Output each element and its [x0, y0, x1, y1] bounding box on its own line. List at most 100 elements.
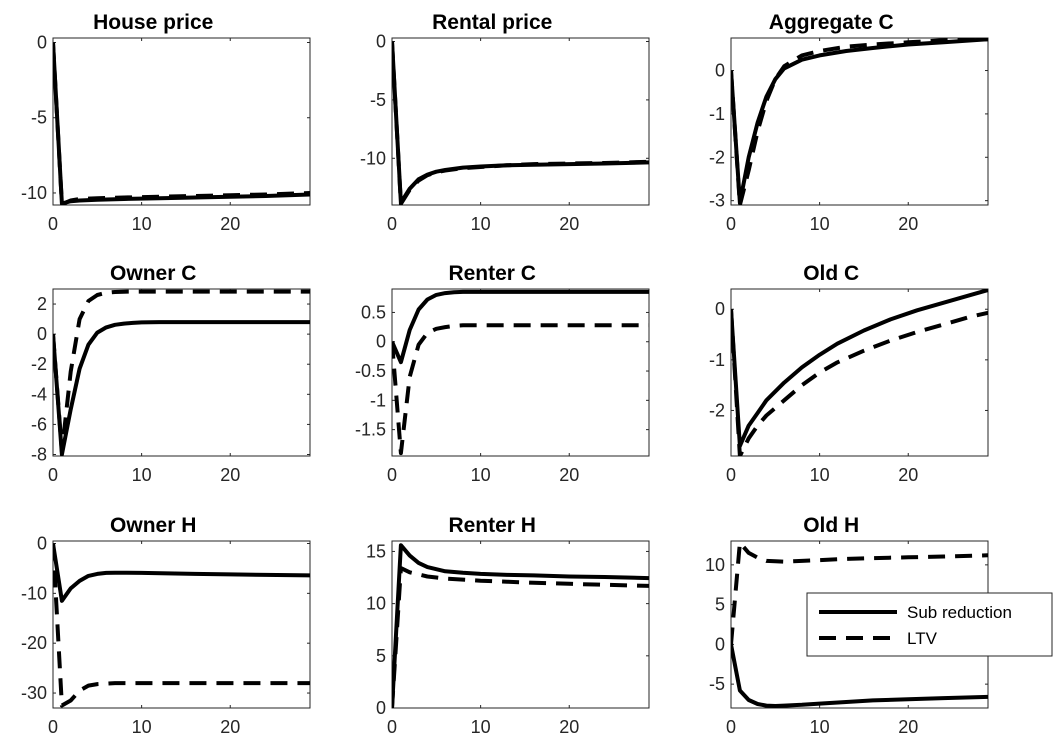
y-tick-label: 0: [376, 332, 386, 352]
y-tick-label: -2: [709, 147, 725, 167]
y-tick-label: 2: [37, 294, 47, 314]
y-tick-label: -30: [21, 683, 47, 703]
panel-title: House price: [93, 11, 213, 34]
panel-old-c: Old C 0 10 20 0 -1 -2: [709, 262, 989, 485]
y-tick-label: -3: [709, 191, 725, 211]
x-tick-label: 0: [48, 465, 58, 485]
y-tick-label: 10: [705, 555, 725, 575]
legend-label-sub-reduction: Sub reduction: [907, 603, 1012, 622]
series-line-sub-reduction: [731, 289, 988, 448]
y-tick-label: 0: [715, 61, 725, 81]
legend-box: [806, 592, 1053, 657]
series-line-ltv: [53, 42, 310, 205]
x-tick-label: 10: [810, 465, 830, 485]
x-tick-label: 20: [220, 717, 240, 737]
series-line-sub-reduction: [392, 289, 649, 365]
y-tick-label: -8: [31, 444, 47, 464]
y-tick-label: 0: [37, 533, 47, 553]
y-tick-label: 15: [366, 541, 386, 561]
y-tick-label: -4: [31, 384, 47, 404]
series-line-ltv: [392, 323, 649, 456]
panel-aggregate-c: Aggregate C 0 10 20 0 -1 -2 -3: [709, 11, 989, 234]
x-tick-label: 10: [471, 465, 491, 485]
x-tick-label: 20: [220, 465, 240, 485]
panel-renter-h: Renter H 0 10 20 15 10 5 0: [366, 514, 650, 737]
x-tick-label: 20: [898, 465, 918, 485]
legend: Sub reduction LTV: [806, 592, 1053, 657]
x-tick-label: 10: [132, 465, 152, 485]
y-tick-label: -10: [21, 583, 47, 603]
series-line-sub-reduction: [731, 38, 988, 205]
y-tick-label: -20: [21, 633, 47, 653]
series-line-ltv: [392, 566, 649, 708]
y-tick-label: 5: [376, 646, 386, 666]
y-tick-label: 0: [715, 634, 725, 654]
y-tick-label: -1: [709, 350, 725, 370]
axes-frame: [52, 288, 311, 457]
y-tick-label: -2: [31, 354, 47, 374]
x-tick-label: 20: [559, 214, 579, 234]
x-tick-label: 10: [132, 214, 152, 234]
axes-frame: [52, 540, 311, 709]
axes-frame: [391, 37, 650, 206]
x-tick-label: 10: [471, 214, 491, 234]
x-tick-label: 20: [898, 717, 918, 737]
panel-title: Rental price: [432, 11, 552, 34]
panel-title: Aggregate C: [769, 11, 894, 34]
x-tick-label: 20: [220, 214, 240, 234]
panel-title: Renter C: [448, 262, 536, 285]
y-tick-label: 0.5: [361, 302, 386, 322]
x-tick-label: 0: [48, 717, 58, 737]
panel-renter-c: Renter C 0 10 20 0.5 0 -0.5 -1 -1.5: [355, 262, 650, 485]
series-line-ltv: [731, 309, 988, 456]
panel-title: Renter H: [448, 514, 536, 537]
y-tick-label: 0: [37, 324, 47, 344]
y-tick-label: -5: [370, 90, 386, 110]
panel-owner-h: Owner H 0 10 20 0 -10 -20 -30: [21, 514, 311, 737]
y-tick-label: 10: [366, 594, 386, 614]
series-line-ltv: [731, 541, 988, 645]
y-tick-label: -10: [360, 148, 386, 168]
y-tick-label: -1: [370, 390, 386, 410]
y-tick-label: 0: [376, 698, 386, 718]
x-tick-label: 0: [387, 717, 397, 737]
series-line-sub-reduction: [392, 543, 649, 708]
legend-label-ltv: LTV: [907, 629, 938, 648]
x-tick-label: 10: [471, 717, 491, 737]
y-tick-label: -5: [709, 674, 725, 694]
axes-frame: [391, 288, 650, 457]
y-tick-label: 0: [376, 32, 386, 52]
y-tick-label: -0.5: [355, 361, 386, 381]
panel-title: Old C: [803, 262, 859, 285]
y-tick-label: -1.5: [355, 420, 386, 440]
series-line-ltv: [392, 41, 649, 205]
series-line-ltv: [53, 289, 310, 454]
y-tick-label: 5: [715, 595, 725, 615]
axes-frame: [730, 288, 989, 457]
x-tick-label: 20: [559, 465, 579, 485]
axes-frame: [730, 37, 989, 206]
x-tick-label: 0: [387, 214, 397, 234]
x-tick-label: 0: [726, 717, 736, 737]
y-tick-label: -1: [709, 104, 725, 124]
x-tick-label: 0: [48, 214, 58, 234]
panel-title: Old H: [803, 514, 859, 537]
series-line-ltv: [731, 38, 988, 205]
panel-title: Owner C: [110, 262, 196, 285]
x-tick-label: 0: [726, 214, 736, 234]
y-tick-label: -5: [31, 108, 47, 128]
y-tick-label: -10: [21, 183, 47, 203]
series-line-sub-reduction: [53, 320, 310, 456]
x-tick-label: 0: [726, 465, 736, 485]
series-line-ltv: [53, 543, 310, 708]
x-tick-label: 10: [810, 717, 830, 737]
y-tick-label: 0: [715, 299, 725, 319]
panel-house-price: House price 0 10 20 0 -5 -10: [21, 11, 311, 234]
x-tick-label: 10: [132, 717, 152, 737]
x-tick-label: 20: [559, 717, 579, 737]
series-line-sub-reduction: [53, 543, 310, 603]
panel-rental-price: Rental price 0 10 20 0 -5 -10: [360, 11, 650, 234]
series-line-sub-reduction: [731, 644, 988, 708]
